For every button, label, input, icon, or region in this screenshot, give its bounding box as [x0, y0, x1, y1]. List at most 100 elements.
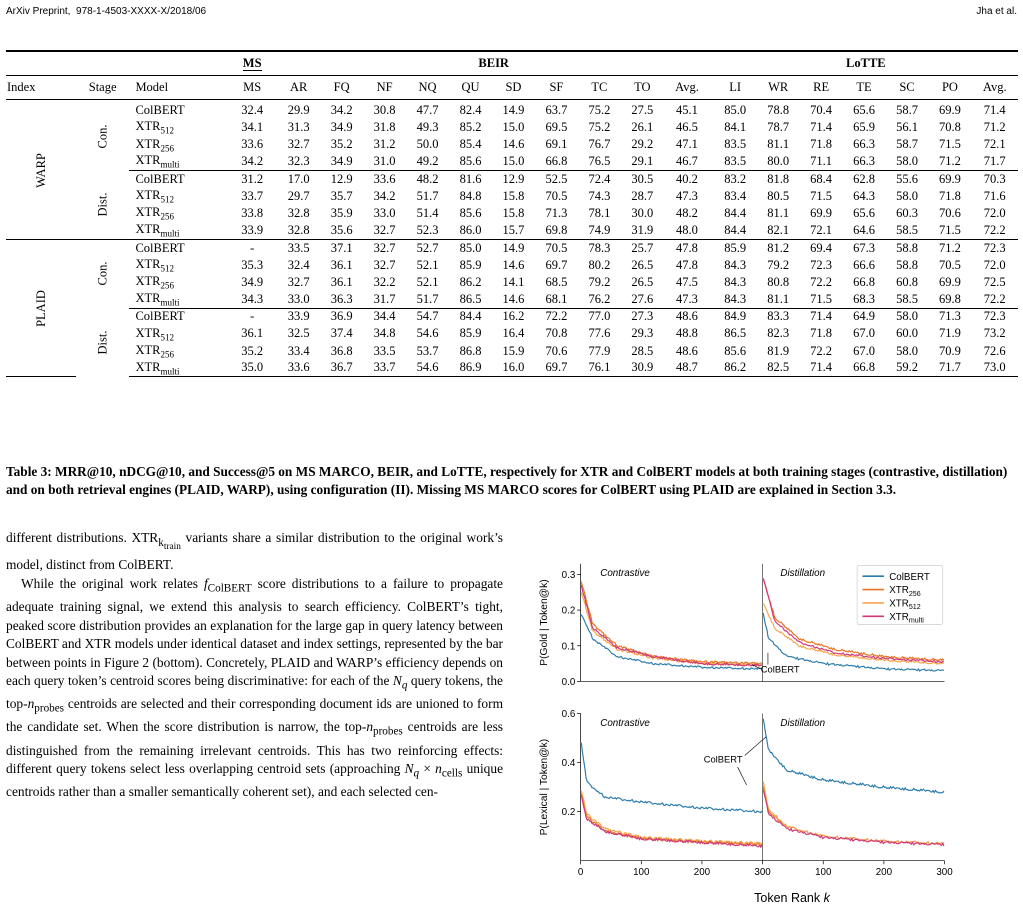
table-cell: 73.2	[983, 326, 1006, 341]
table-cell: 72.0	[983, 257, 1006, 272]
table-cell: 68.4	[799, 170, 843, 188]
stage-text: Dist.	[95, 330, 110, 355]
col-header-fq: FQ	[320, 74, 364, 100]
table-cell: 32.8	[287, 206, 310, 221]
group-header-beir: BEIR	[277, 50, 711, 75]
results-table: MS BEIR LoTTE Index Stage Model MS AR FQ NF NQ Q…	[6, 50, 1018, 378]
table-cell: 16.4	[502, 326, 525, 341]
table-cell: 70.4	[810, 103, 833, 118]
series-line	[580, 792, 763, 847]
model-name: XTR512	[135, 119, 174, 136]
table-cell: 84.3	[724, 274, 747, 289]
table-cell: 34.8	[373, 326, 396, 341]
table-cell: 33.5	[277, 238, 321, 257]
series-line	[580, 584, 763, 667]
table-cell: 72.3	[971, 307, 1018, 326]
table-cell: 85.0	[449, 238, 492, 257]
table-cell: 70.5	[545, 188, 568, 203]
series-line	[580, 742, 763, 814]
model-name: ColBERT	[129, 170, 231, 188]
table-cell: 32.2	[373, 274, 396, 289]
table-row: XTRmulti 35.0 33.6 36.7 33.7 54.6 86.9 16.0 69.7…	[6, 359, 1018, 378]
table-cell: 27.3	[620, 307, 664, 326]
table-cell: 33.9	[241, 222, 264, 237]
table-cell: 29.2	[631, 137, 654, 152]
x-tick-label: 300	[936, 867, 953, 878]
table-cell: 86.2	[459, 274, 482, 289]
table-cell: 68.5	[545, 274, 568, 289]
table-cell: 84.4	[449, 307, 492, 326]
table-cell: 51.4	[416, 206, 439, 221]
table-cell: 80.5	[767, 188, 790, 203]
stage-label: Con.	[75, 238, 130, 309]
table-cell: 48.2	[676, 206, 698, 221]
table-cell: 63.7	[545, 103, 568, 118]
table-cell: 86.8	[459, 343, 482, 358]
series-line	[762, 578, 945, 662]
table-cell: 58.7	[896, 103, 918, 118]
y-tick-label: 0.4	[562, 758, 576, 769]
index-text: PLAID	[33, 289, 48, 327]
table-cell: 47.8	[663, 238, 711, 257]
table-cell: 81.1	[767, 291, 790, 306]
table-cell: 47.1	[676, 137, 698, 152]
table-cell: 34.4	[363, 307, 407, 326]
table-cell: 71.3	[545, 206, 568, 221]
model-name: XTRmulti	[129, 359, 231, 378]
table-cell: 69.9	[939, 103, 961, 118]
table-cell: 55.6	[885, 170, 929, 188]
model-name: XTR256	[135, 342, 174, 360]
col-header-nf: NF	[363, 74, 407, 100]
table-cell: 83.2	[713, 170, 757, 188]
table-cell: 46.7	[676, 154, 698, 169]
table-cell: 84.8	[459, 188, 482, 203]
series-line	[762, 612, 945, 672]
table-cell: 32.5	[287, 326, 310, 341]
table-cell: 71.3	[928, 307, 972, 326]
table-cell: 58.0	[896, 343, 918, 358]
x-axis-label-area: Token Rank k	[754, 891, 830, 905]
table-cell: 35.3	[241, 257, 264, 272]
table-cell: 77.6	[588, 326, 611, 341]
table-cell: 32.7	[287, 274, 310, 289]
table-cell: 82.1	[767, 222, 790, 237]
table-cell: 84.3	[724, 257, 747, 272]
table-cell: 34.9	[330, 154, 353, 169]
table-cell: 47.7	[416, 103, 439, 118]
table-cell: 86.5	[459, 291, 482, 306]
x-tick-label: 200	[694, 867, 711, 878]
table-cell: 69.8	[939, 291, 961, 306]
table-cell: 78.8	[767, 103, 790, 118]
table-cell: 26.5	[631, 257, 654, 272]
table-cell: 36.8	[330, 343, 353, 358]
table-cell: 81.1	[767, 206, 790, 221]
model-name: ColBERT	[129, 307, 231, 326]
table-cell: 33.0	[373, 206, 396, 221]
series-line	[762, 781, 945, 845]
table-cell: -	[230, 307, 274, 326]
table-cell: 72.3	[971, 238, 1018, 257]
table-cell: 28.5	[631, 343, 654, 358]
table-cell: 84.4	[724, 222, 747, 237]
table-cell: 66.8	[853, 274, 875, 289]
table-cell: 54.6	[416, 326, 439, 341]
table-cell: 72.0	[983, 206, 1006, 221]
table-cell: 76.1	[577, 359, 621, 378]
table-cell: 69.9	[939, 274, 961, 289]
table-cell: 81.1	[767, 137, 790, 152]
table-row: Dist. ColBERT -33.9 36.9 34.4 54.7 84.4 16.2 72.…	[6, 307, 1018, 354]
table-cell: 48.0	[676, 222, 698, 237]
running-header-right: Jha et al.	[976, 6, 1017, 17]
table-cell: 36.3	[330, 291, 353, 306]
table-cell: 15.0	[502, 120, 525, 135]
table-cell: 29.3	[631, 326, 654, 341]
model-name: ColBERT	[135, 103, 185, 118]
table-cell: 29.9	[287, 103, 310, 118]
table-cell: 51.7	[416, 188, 439, 203]
body-text: different distributions. XTRktrain varia…	[6, 529, 503, 802]
table-cell: 31.3	[287, 120, 310, 135]
table-cell: 48.2	[406, 170, 450, 188]
table-cell: 84.9	[713, 307, 757, 326]
annotation-arrow	[737, 766, 747, 786]
table-cell: 72.1	[983, 137, 1006, 152]
